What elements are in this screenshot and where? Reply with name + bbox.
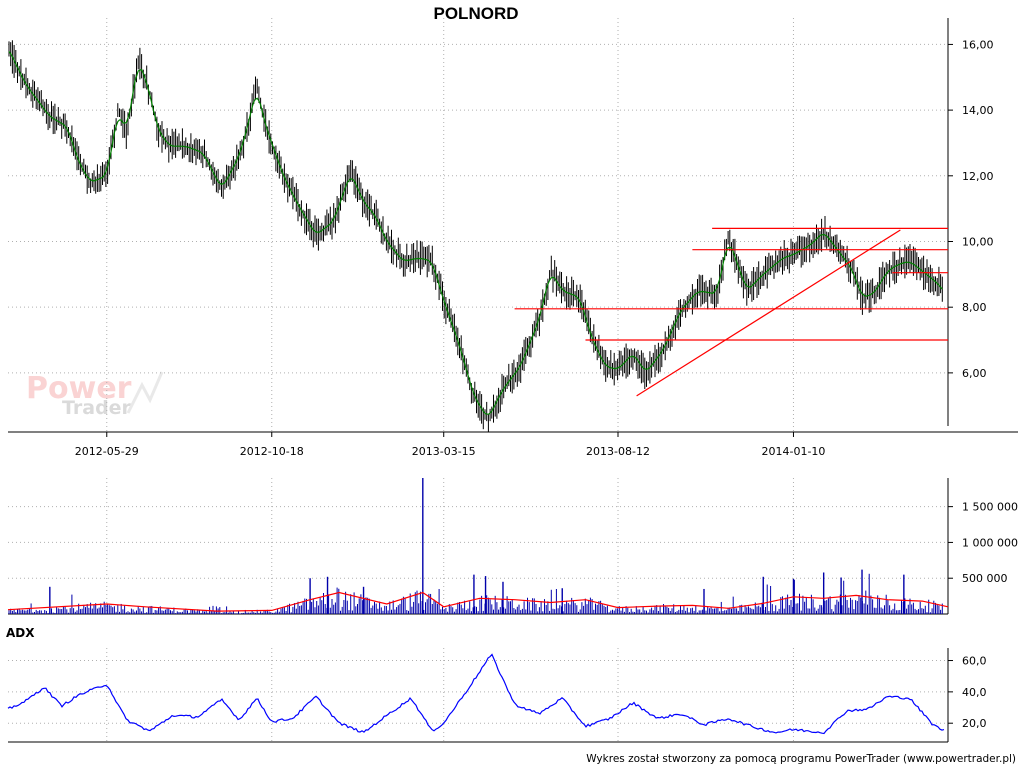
y-tick-label: 8,00 xyxy=(962,301,987,314)
x-tick-label: 2013-03-15 xyxy=(412,445,476,458)
x-tick-label: 2012-10-18 xyxy=(240,445,304,458)
adx-label: ADX xyxy=(6,626,35,640)
adx-tick-label: 60,0 xyxy=(962,655,987,668)
volume-panel: 1 500 000 1 000 000 500 000 xyxy=(7,478,1018,615)
adx-tick-label: 40,0 xyxy=(962,686,987,699)
price-smooth-line xyxy=(8,51,943,415)
y-tick-label: 14,00 xyxy=(962,104,994,117)
volume-average-line xyxy=(7,591,949,612)
volume-bars xyxy=(8,478,943,614)
trendline-line xyxy=(636,229,901,397)
price-panel: 2012-05-29 2012-10-18 2013-03-15 2013-08-12… xyxy=(8,18,1018,742)
footer-credit: Wykres został stworzony za pomocą progra… xyxy=(586,753,1016,765)
y-tick-label: 10,00 xyxy=(962,235,994,248)
volume-tick-label: 1 000 000 xyxy=(962,536,1018,549)
volume-tick-label: 500 000 xyxy=(962,572,1008,585)
powertrader-watermark: Power Trader xyxy=(26,371,164,419)
adx-line xyxy=(7,653,945,735)
watermark-line2: Trader xyxy=(62,397,132,419)
adx-panel: 60,0 40,0 20,0 xyxy=(7,648,987,743)
x-tick-label: 2014-01-10 xyxy=(761,445,825,458)
watermark-swoosh xyxy=(126,371,164,414)
x-tick-label: 2013-08-12 xyxy=(586,445,650,458)
volume-tick-label: 1 500 000 xyxy=(962,501,1018,514)
adx-tick-label: 20,0 xyxy=(962,717,987,730)
y-tick-label: 6,00 xyxy=(962,367,987,380)
y-tick-label: 12,00 xyxy=(962,170,994,183)
x-tick-label: 2012-05-29 xyxy=(75,445,139,458)
watermark-line1: Power xyxy=(26,371,132,406)
y-tick-label: 16,00 xyxy=(962,38,994,51)
chart-title: POLNORD xyxy=(434,4,519,23)
